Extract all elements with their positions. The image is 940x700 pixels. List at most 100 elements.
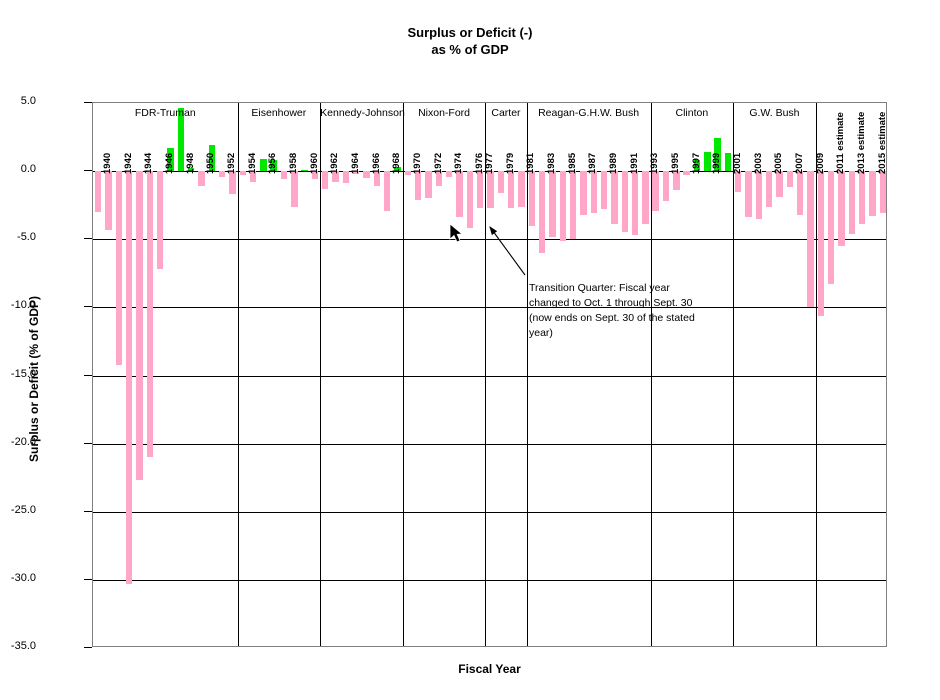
bar-1943 — [125, 171, 133, 584]
gridline — [93, 307, 886, 309]
year-label: 1958 — [288, 152, 299, 175]
bar-1961 — [311, 171, 319, 180]
president-separator — [526, 103, 528, 646]
year-label: 1952 — [226, 152, 238, 175]
bar-1948 — [177, 108, 184, 172]
year-label: 2005 — [773, 152, 785, 175]
gridline — [93, 511, 886, 513]
bar-1994 — [652, 171, 659, 211]
plot-area: 1940 1942 1944 1946 1948 1950 1952 1954 1956 1958… — [92, 102, 888, 647]
bar-1941 — [105, 171, 112, 230]
bar-1942 — [115, 171, 122, 365]
year-label: 1944 — [143, 152, 155, 175]
bar-1960 — [301, 169, 308, 172]
president-label: Kennedy-Johnson — [320, 107, 405, 119]
bar-1979 — [497, 171, 504, 193]
bar-1953 — [229, 171, 236, 195]
y-tick-mark — [84, 306, 92, 308]
year-label: 1942 — [122, 152, 134, 175]
mouse-cursor — [449, 223, 464, 243]
x-axis-label: Fiscal Year — [458, 662, 521, 676]
bar-1955 — [249, 171, 257, 183]
bar-1970 — [404, 171, 412, 176]
y-tick-mark — [84, 374, 92, 376]
president-separator — [402, 103, 404, 646]
year-label: 1954 — [246, 152, 258, 175]
year-label: 1972 — [432, 152, 444, 175]
year-label: 1962 — [329, 152, 341, 175]
bar-1968 — [384, 171, 391, 211]
year-label: 1979 — [504, 152, 516, 175]
bar-1963 — [332, 171, 339, 183]
president-label: FDR-Truman — [134, 107, 196, 119]
bar-1940 — [94, 171, 102, 212]
president-separator — [733, 103, 735, 646]
bar-1973 — [435, 171, 443, 187]
y-tick-mark — [84, 647, 92, 648]
bar-2005 — [766, 171, 773, 207]
y-tick-label: -15.0 — [10, 367, 36, 380]
year-label: 1960 — [308, 152, 320, 175]
y-tick-mark — [84, 238, 92, 240]
president-separator — [485, 103, 487, 646]
president-label: Nixon-Ford — [418, 107, 470, 119]
bar-1952 — [218, 171, 226, 177]
bar-1989 — [600, 171, 608, 210]
bar-1971 — [415, 171, 422, 200]
year-label: 1946 — [164, 152, 176, 175]
bar-2012 — [838, 171, 845, 247]
president-label: Carter — [491, 107, 521, 119]
year-label: 1950 — [205, 152, 217, 175]
year-label: 1966 — [370, 152, 382, 175]
gridline — [93, 375, 886, 377]
bar-2010 — [817, 171, 825, 316]
president-label: Reagan-G.H.W. Bush — [538, 107, 640, 119]
year-label: 1997 — [690, 152, 702, 175]
bar-1950 — [198, 171, 205, 187]
bar-1999 — [704, 152, 711, 172]
bar-1997 — [683, 171, 690, 176]
y-tick-label: -10.0 — [10, 299, 36, 312]
bar-1944 — [136, 171, 143, 481]
bar-1995 — [662, 171, 670, 202]
bar-1967 — [373, 171, 381, 187]
president-label: G.W. Bush — [749, 107, 800, 119]
y-tick-mark — [84, 578, 92, 580]
bar-2007 — [786, 171, 794, 188]
y-tick-label: -5.0 — [17, 231, 36, 244]
year-label: 1989 — [608, 152, 620, 175]
y-tick-mark — [84, 510, 92, 512]
president-separator — [320, 103, 322, 646]
bar-2003 — [745, 171, 752, 218]
bar-1975 — [456, 171, 463, 218]
gridline — [93, 443, 886, 445]
bar-1976 — [466, 171, 474, 229]
y-tick-label: -30.0 — [10, 571, 36, 584]
bar-2013-estimate — [848, 171, 856, 234]
bar-1988 — [590, 171, 597, 214]
bar-1965 — [353, 171, 360, 174]
bar-2016 — [879, 171, 887, 214]
year-label: 1999 — [711, 152, 723, 175]
bar-1981 — [518, 171, 525, 207]
bar-1986 — [569, 171, 577, 240]
y-tick-label: -35.0 — [10, 640, 36, 652]
bar-2002 — [735, 171, 742, 192]
year-label: 1977 — [484, 152, 496, 175]
bar-1959 — [291, 171, 298, 207]
bar-1956 — [260, 158, 267, 172]
bar-1969 — [394, 167, 401, 172]
bar-1954 — [239, 171, 246, 176]
bar-1946 — [156, 171, 164, 270]
year-label: 1985 — [566, 152, 578, 175]
bar-1992 — [631, 171, 639, 236]
bar-1974 — [446, 171, 453, 177]
bar-2000 — [714, 138, 721, 172]
year-label: 1987 — [587, 152, 599, 175]
bar-1987 — [580, 171, 587, 215]
bar-1998 — [693, 160, 701, 172]
bar-1958 — [280, 171, 288, 180]
y-tick-label: -20.0 — [10, 435, 36, 448]
year-label: 2013 estimate — [855, 111, 867, 175]
